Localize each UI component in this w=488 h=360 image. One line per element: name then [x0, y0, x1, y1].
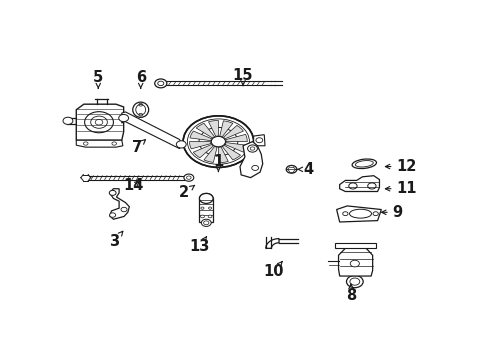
- Polygon shape: [193, 144, 213, 158]
- Circle shape: [211, 136, 225, 147]
- Polygon shape: [122, 112, 181, 149]
- Polygon shape: [336, 206, 381, 222]
- Circle shape: [183, 116, 253, 167]
- Polygon shape: [203, 147, 217, 162]
- Circle shape: [84, 112, 113, 133]
- Polygon shape: [219, 121, 232, 137]
- Polygon shape: [218, 147, 228, 163]
- Text: 8: 8: [345, 284, 355, 303]
- Text: 3: 3: [109, 231, 122, 249]
- Text: 7: 7: [132, 140, 145, 155]
- Text: 10: 10: [263, 261, 283, 279]
- Circle shape: [211, 136, 225, 147]
- Polygon shape: [76, 104, 123, 140]
- Polygon shape: [253, 135, 264, 146]
- Polygon shape: [265, 239, 279, 248]
- Bar: [199, 198, 213, 222]
- Polygon shape: [222, 145, 240, 160]
- Text: 11: 11: [385, 181, 416, 196]
- Circle shape: [154, 79, 166, 88]
- Circle shape: [121, 207, 127, 212]
- Text: 12: 12: [385, 159, 416, 174]
- Text: 15: 15: [232, 68, 253, 85]
- Circle shape: [285, 166, 296, 173]
- Circle shape: [63, 117, 73, 125]
- Polygon shape: [76, 140, 122, 147]
- Polygon shape: [240, 141, 262, 177]
- Text: 6: 6: [135, 70, 145, 88]
- Polygon shape: [189, 141, 211, 149]
- Circle shape: [208, 207, 211, 209]
- Polygon shape: [225, 134, 247, 141]
- Circle shape: [109, 190, 116, 195]
- Polygon shape: [334, 243, 375, 248]
- Circle shape: [349, 260, 359, 267]
- Text: 14: 14: [122, 179, 143, 193]
- Text: 4: 4: [297, 162, 313, 177]
- Circle shape: [183, 174, 193, 181]
- Circle shape: [176, 141, 186, 148]
- Polygon shape: [196, 123, 214, 138]
- Circle shape: [119, 114, 128, 122]
- Circle shape: [251, 166, 258, 170]
- Circle shape: [200, 215, 204, 218]
- Polygon shape: [224, 143, 246, 152]
- Polygon shape: [223, 125, 243, 139]
- Text: 2: 2: [179, 185, 194, 201]
- Ellipse shape: [132, 102, 148, 117]
- Ellipse shape: [351, 159, 376, 168]
- Polygon shape: [189, 131, 211, 141]
- Text: 1: 1: [213, 153, 223, 171]
- Polygon shape: [339, 176, 379, 192]
- Polygon shape: [109, 189, 129, 219]
- Circle shape: [201, 219, 211, 226]
- Polygon shape: [338, 248, 372, 276]
- Circle shape: [208, 215, 211, 218]
- Circle shape: [346, 275, 363, 288]
- Text: 9: 9: [381, 205, 402, 220]
- Circle shape: [201, 207, 203, 209]
- Circle shape: [367, 183, 375, 189]
- Circle shape: [348, 183, 356, 189]
- Circle shape: [199, 193, 213, 203]
- Polygon shape: [208, 121, 218, 136]
- Text: 13: 13: [189, 237, 209, 255]
- Text: 5: 5: [93, 70, 103, 88]
- Circle shape: [109, 213, 116, 217]
- Circle shape: [247, 145, 257, 152]
